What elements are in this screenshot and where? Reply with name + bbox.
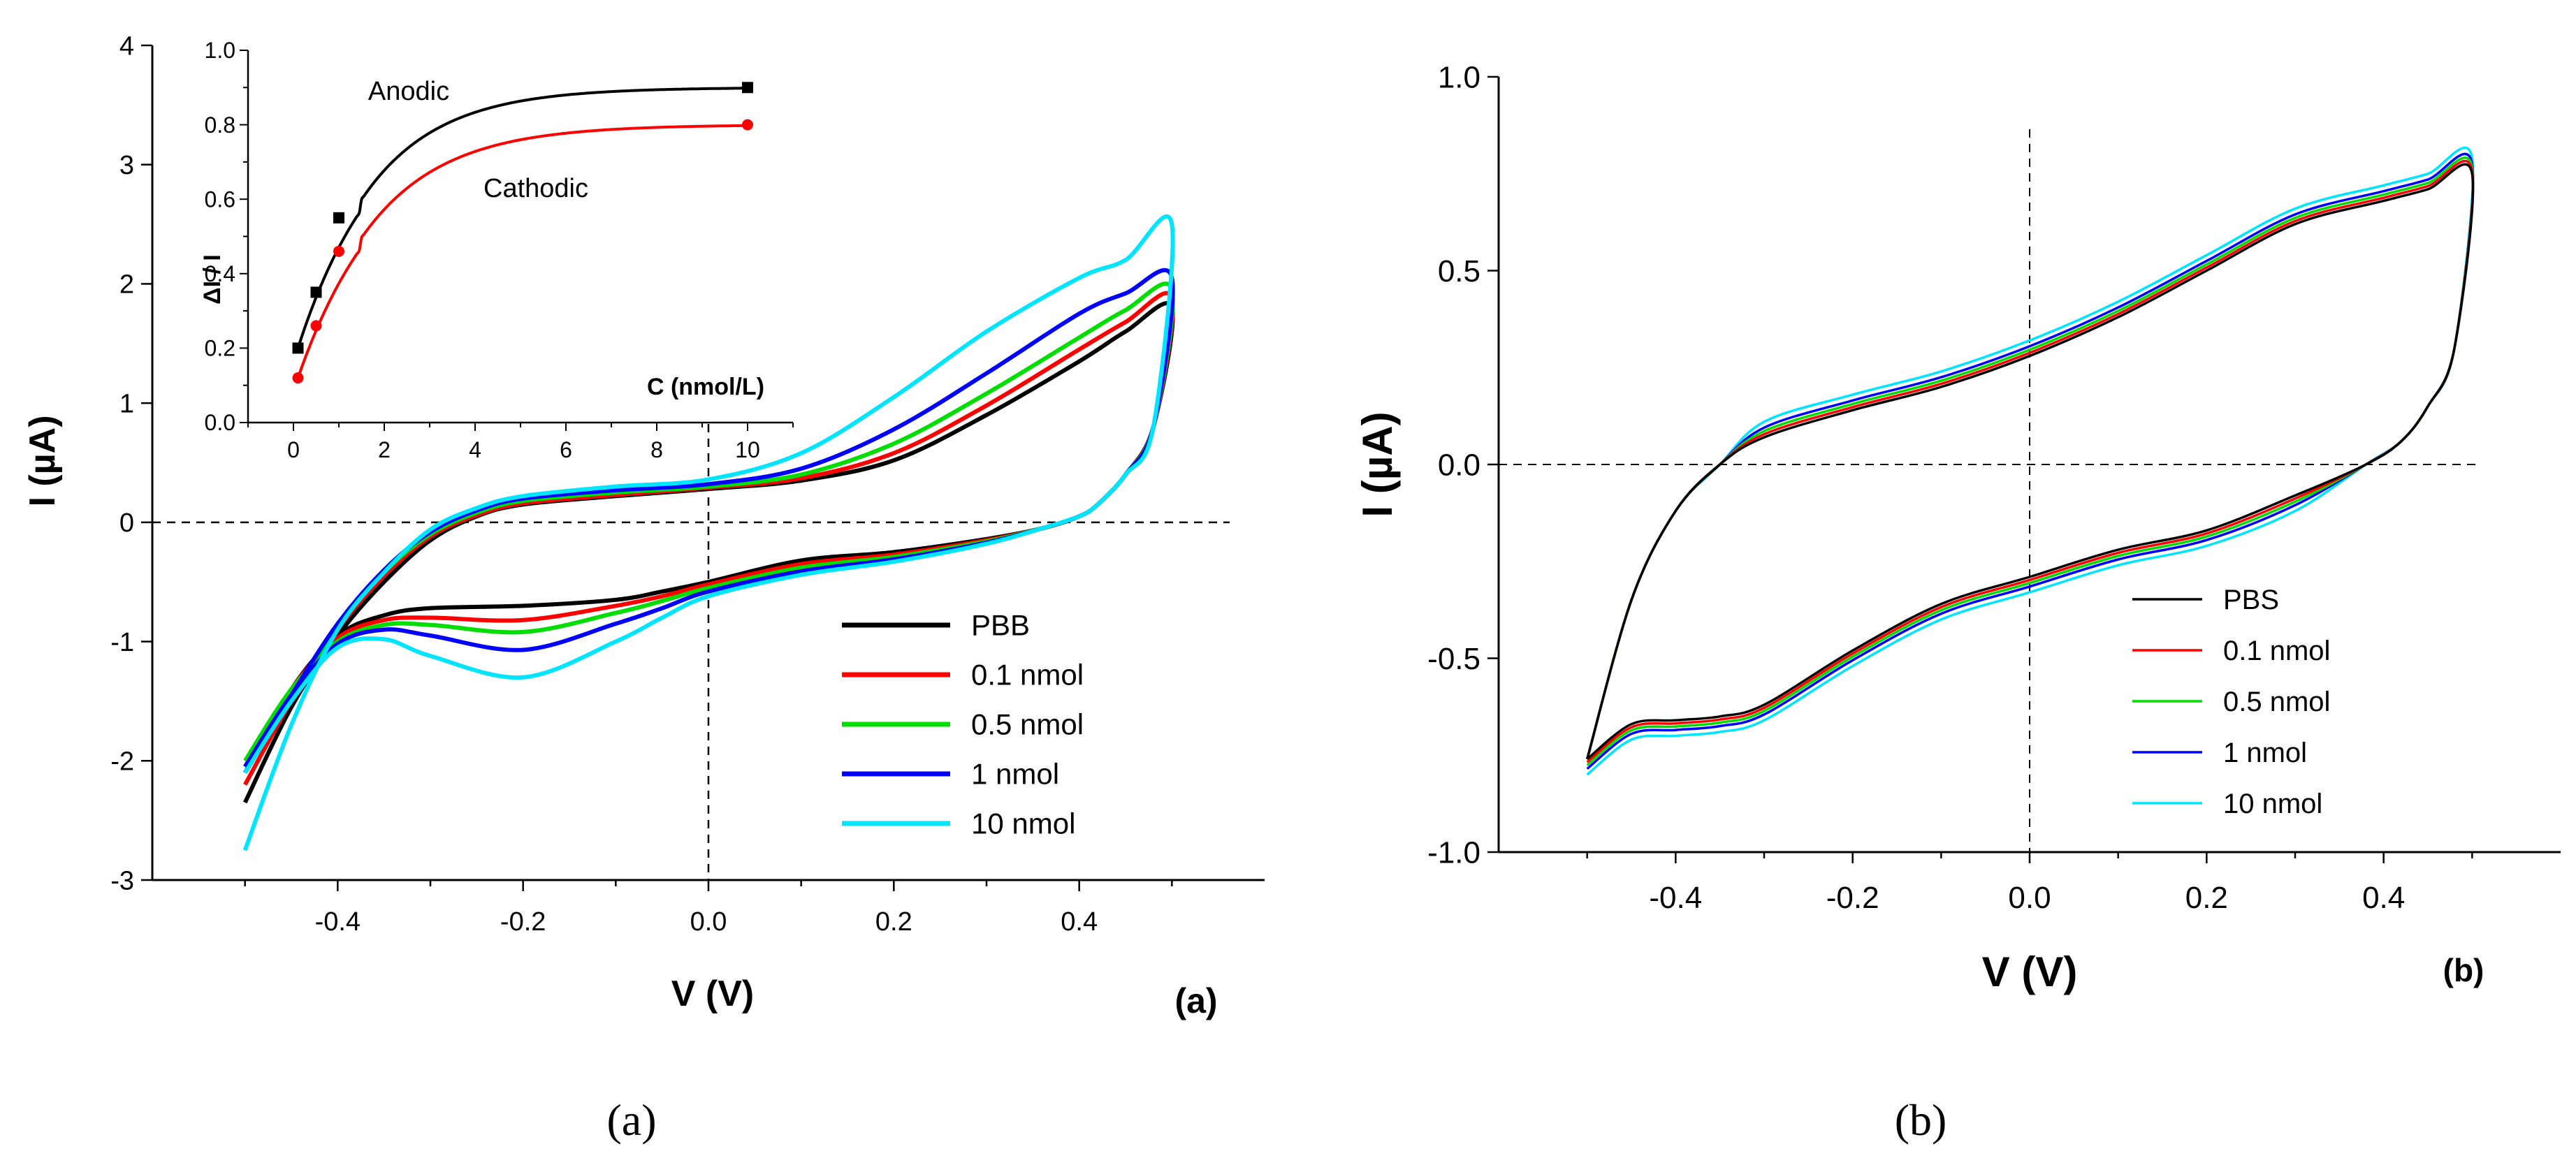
panel-b-series [1586,146,2475,776]
x-tick-label: -0.2 [500,907,546,937]
inset-label-cathodic: Cathodic [483,174,588,203]
x-tick-label: -0.2 [1826,881,1879,915]
y-tick-label: 2 [119,270,134,300]
panel-b-chart: -0.4 -0.2 0.0 0.2 0.4 -1.0 -0.5 0.0 0.5 1.0 V (V)… [1354,60,2561,995]
x-tick-label: 2 [378,437,391,462]
y-tick-label: 4 [119,31,134,61]
x-tick-label: -0.4 [1649,881,1702,915]
y-tick-label: -1 [110,628,134,657]
legend-label: 0.1 nmol [971,659,1084,691]
legend-label: 10 nmol [2223,789,2322,819]
y-tick-label: 0.8 [205,112,235,138]
caption-a: (a) [606,1095,656,1145]
y-tick-label: 0.4 [205,261,235,286]
inset-marker [292,342,304,354]
x-tick-label: 0.4 [1061,907,1098,937]
legend-label: 1 nmol [2223,738,2307,768]
legend-label: 0.5 nmol [971,708,1084,741]
y-tick-label: 0 [119,508,134,538]
series-line [242,214,1175,851]
inset-background [213,42,800,423]
panel-a-series [242,214,1175,851]
panel-a-legend: PBB 0.1 nmol 0.5 nmol 1 nmol 10 nmol [842,609,1084,840]
y-tick-label: 1.0 [205,38,235,63]
inset-series [292,82,753,384]
x-tick-label: 10 [735,437,760,462]
y-tick-label: 0.0 [1438,448,1480,482]
panel-a-ticks: -0.4 -0.2 0.0 0.2 0.4 -3 -2 -1 0 1 2 3 4 [110,31,1173,937]
legend-label: 1 nmol [971,758,1059,791]
x-tick-label: 6 [560,437,572,462]
panel-b-panel-label: (b) [2443,952,2484,988]
inset-ticks: 0 2 4 6 8 10 0.0 0.2 0.4 0.6 0.8 1.0 [205,38,794,462]
caption-b: (b) [1895,1095,1947,1145]
panel-b-x-label: V (V) [1982,948,2078,995]
y-tick-label: -1.0 [1427,835,1480,870]
series-line [1586,163,2475,761]
x-tick-label: 4 [469,437,481,462]
x-tick-label: 0.2 [2185,881,2228,915]
y-tick-label: 0.5 [1438,254,1480,288]
y-tick-label: 0.6 [205,186,235,212]
legend-label: PBB [971,609,1030,642]
x-tick-label: 0 [287,437,300,462]
inset-marker [292,372,304,384]
x-tick-label: 0.0 [2008,881,2051,915]
inset-marker [742,119,753,131]
y-tick-label: 1.0 [1438,60,1480,94]
panel-a-inset: 0 2 4 6 8 10 0.0 0.2 0.4 0.6 0.8 1.0 C (nmol/L) ΔI … [199,38,800,462]
y-tick-label: 0.0 [205,410,235,435]
panel-b-legend: PBS 0.1 nmol 0.5 nmol 1 nmol 10 nmol [2132,585,2330,819]
panel-a-x-label: V (V) [671,974,754,1014]
y-tick-label: 1 [119,389,134,418]
legend-label: 10 nmol [971,807,1075,840]
x-tick-label: -0.4 [315,907,361,937]
inset-label-anodic: Anodic [368,77,449,106]
x-tick-label: 8 [650,437,663,462]
panel-a-y-label: I (µA) [22,415,63,506]
series-line [1586,146,2475,776]
inset-series-line [296,124,750,379]
inset-marker [310,320,322,332]
panel-a-panel-label: (a) [1174,981,1217,1020]
x-tick-label: 0.2 [875,907,912,937]
y-tick-label: 3 [119,151,134,180]
y-tick-label: -0.5 [1427,642,1480,676]
inset-marker [310,286,322,298]
inset-series-line [296,87,750,349]
inset-x-label: C (nmol/L) [647,374,764,400]
panel-b-y-label: I (µA) [1354,411,1401,517]
x-tick-label: 0.0 [690,907,727,937]
panel-a-chart: -0.4 -0.2 0.0 0.2 0.4 -3 -2 -1 0 1 2 3 4 V (V) I (µA… [22,31,1265,1020]
inset-marker [333,212,344,224]
inset-marker [742,82,753,94]
legend-label: 0.1 nmol [2223,636,2330,666]
y-tick-label: -2 [110,747,134,777]
y-tick-label: 0.2 [205,336,235,361]
legend-label: PBS [2223,585,2279,615]
panel-b-ticks: -0.4 -0.2 0.0 0.2 0.4 -1.0 -0.5 0.0 0.5 1.0 [1427,60,2473,915]
x-tick-label: 0.4 [2362,881,2405,915]
legend-label: 0.5 nmol [2223,687,2330,717]
panel-b-zero-lines [1499,129,2477,852]
inset-marker [333,245,344,257]
y-tick-label: -3 [110,866,134,895]
inset-y-label: ΔI / I [199,254,226,305]
